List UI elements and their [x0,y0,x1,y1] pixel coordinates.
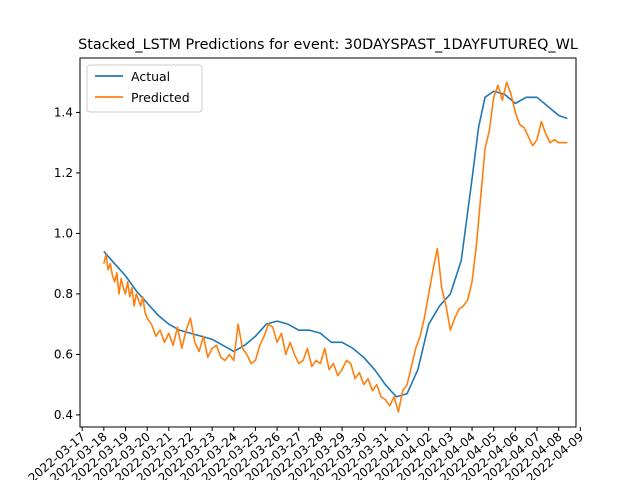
y-tick-label: 0.4 [54,408,73,422]
x-axis: 2022-03-172022-03-182022-03-192022-03-20… [26,427,586,480]
y-tick-label: 0.8 [54,287,73,301]
series-line-actual [103,90,568,398]
y-tick-label: 0.6 [54,347,73,361]
series-layer [103,81,568,413]
legend: Actual Predicted [86,64,203,113]
legend-label-predicted: Predicted [131,90,190,105]
y-axis: 0.4 0.6 0.8 1.0 1.2 1.4 [54,105,80,422]
y-tick-label: 1.2 [54,166,73,180]
series-line-predicted [103,81,568,413]
chart-title: Stacked_LSTM Predictions for event: 30DA… [78,37,578,53]
plot-frame [79,57,577,428]
y-tick-label: 1.0 [54,226,73,240]
legend-label-actual: Actual [131,69,170,84]
y-tick-label: 1.4 [54,105,73,119]
